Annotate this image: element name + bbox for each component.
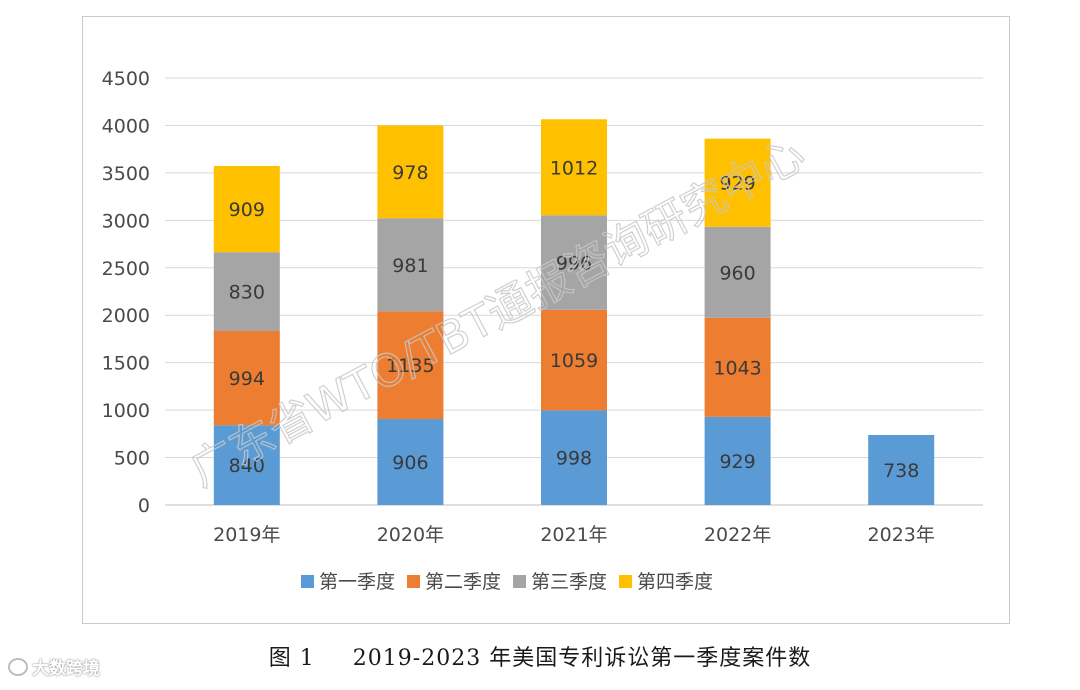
- x-tick-label: 2019年: [213, 524, 280, 546]
- data-label: 1043: [713, 357, 761, 379]
- figure-number: 图 1: [268, 646, 315, 671]
- x-tick-label: 2020年: [377, 524, 444, 546]
- brand-name: 大数跨境: [32, 659, 100, 679]
- legend-swatch: [407, 575, 421, 588]
- y-tick-label: 1500: [102, 353, 150, 375]
- data-label: 840: [229, 455, 265, 477]
- bar-segment: [541, 215, 607, 310]
- bar-segment: [704, 138, 771, 227]
- y-tick-label: 3500: [102, 163, 150, 185]
- figure-caption: 图 1 2019-2023 年美国专利诉讼第一季度案件数: [0, 640, 1080, 672]
- data-label: 738: [883, 460, 919, 482]
- data-label: 1059: [550, 350, 598, 372]
- bar-segment: [213, 252, 280, 331]
- legend-swatch: [301, 575, 314, 588]
- bar-segment: [377, 311, 444, 420]
- bar-segment: [704, 226, 771, 318]
- stacked-bar-chart: 0 500 1000 1500 2000 2500 3000 3500 4000 4500 840…: [102, 68, 983, 593]
- y-tick-label: 1000: [102, 400, 150, 422]
- x-axis-ticks: 2019年 2020年 2021年 2022年 2023年: [213, 524, 935, 546]
- x-tick-label: 2022年: [704, 524, 771, 546]
- data-label: 960: [719, 262, 755, 284]
- legend-label: 第一季度: [319, 571, 395, 593]
- bar-segment: [213, 165, 280, 253]
- x-tick-label: 2021年: [540, 524, 607, 546]
- y-axis-ticks: 0 500 1000 1500 2000 2500 3000 3500 4000 4500: [102, 68, 150, 517]
- bar-segment: [377, 419, 444, 505]
- x-tick-label: 2023年: [868, 524, 935, 546]
- chart-frame: 0 500 1000 1500 2000 2500 3000 3500 4000 4500 840…: [82, 16, 1010, 624]
- data-label: 978: [392, 162, 428, 184]
- data-label: 1135: [386, 355, 434, 377]
- data-label: 981: [392, 255, 428, 277]
- bar-segment: [541, 410, 607, 505]
- brand-watermark: 大数跨境: [8, 654, 100, 679]
- data-label: 929: [719, 451, 755, 473]
- data-labels: 840 994 830 909 906 1135 981 978 998 1059 996 1012 9…: [229, 157, 920, 482]
- bar-segment: [377, 125, 444, 219]
- bar-segment: [541, 119, 607, 216]
- bar-segment: [704, 416, 771, 505]
- legend-label: 第四季度: [637, 571, 713, 593]
- legend: 第一季度 第二季度 第三季度 第四季度: [301, 571, 713, 593]
- bar-segment: [213, 425, 280, 505]
- y-tick-label: 4000: [102, 115, 150, 137]
- figure-title: 2019-2023 年美国专利诉讼第一季度案件数: [352, 646, 812, 671]
- y-tick-label: 2500: [102, 258, 150, 280]
- bar-segment: [213, 330, 280, 426]
- legend-label: 第三季度: [531, 571, 607, 593]
- y-tick-label: 3000: [102, 210, 150, 232]
- bars: [213, 119, 935, 505]
- y-tick-label: 0: [138, 495, 150, 517]
- data-label: 996: [556, 253, 592, 275]
- legend-swatch: [513, 575, 527, 588]
- data-label: 998: [556, 448, 592, 470]
- bar-segment: [377, 218, 444, 312]
- bar-segment: [704, 317, 771, 417]
- data-label: 830: [229, 282, 265, 304]
- data-label: 909: [229, 199, 265, 221]
- bar-segment: [868, 434, 935, 505]
- bar-segment: [541, 309, 607, 411]
- data-label: 929: [719, 173, 755, 195]
- data-label: 1012: [550, 157, 598, 179]
- legend-label: 第二季度: [425, 571, 501, 593]
- data-label: 906: [392, 452, 428, 474]
- y-tick-label: 2000: [102, 305, 150, 327]
- data-label: 994: [229, 368, 265, 390]
- brand-logo-icon: [8, 657, 28, 676]
- y-tick-label: 4500: [102, 68, 150, 90]
- legend-swatch: [619, 575, 633, 588]
- y-tick-label: 500: [114, 448, 150, 470]
